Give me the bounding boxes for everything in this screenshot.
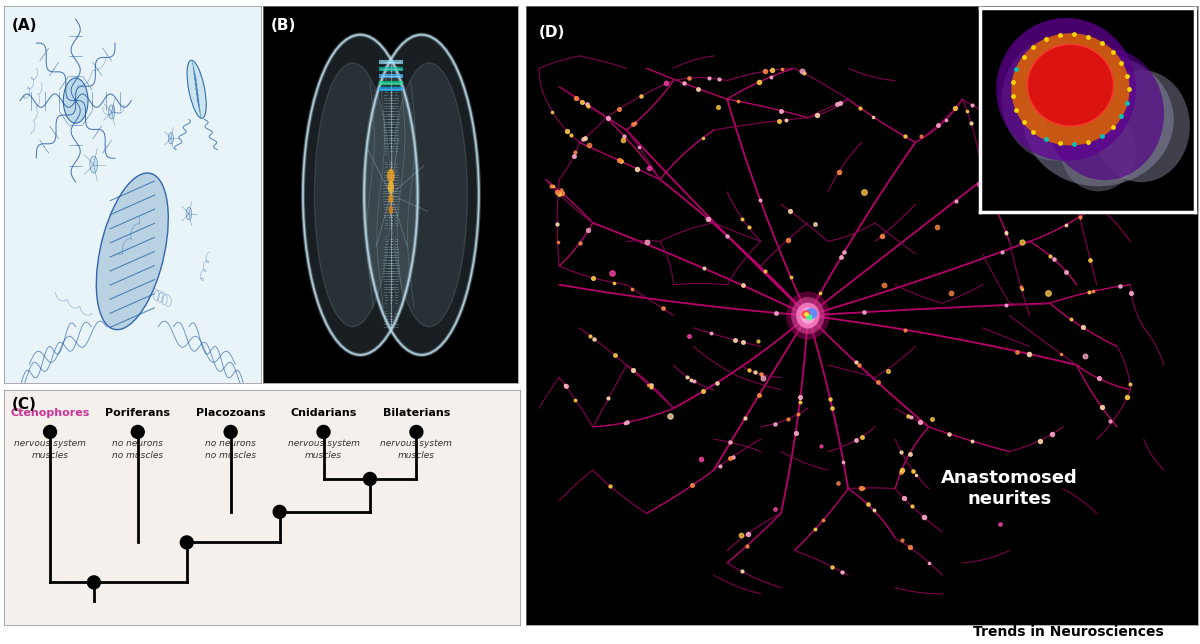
Ellipse shape [791,297,824,334]
Ellipse shape [391,63,468,327]
Text: (C): (C) [11,397,36,412]
Text: (A): (A) [11,18,37,33]
Text: Ctenophores: Ctenophores [11,408,90,418]
Ellipse shape [364,473,377,486]
Polygon shape [4,6,262,383]
Ellipse shape [364,35,479,355]
Ellipse shape [180,536,193,549]
Ellipse shape [1024,53,1174,186]
Text: Bilaterians: Bilaterians [383,408,450,418]
Ellipse shape [90,156,97,173]
Ellipse shape [88,576,101,589]
Ellipse shape [1002,39,1109,161]
Ellipse shape [802,310,810,319]
Ellipse shape [314,63,391,327]
Ellipse shape [187,61,206,118]
Text: nervous system
muscles: nervous system muscles [380,439,452,460]
Ellipse shape [996,18,1136,161]
Ellipse shape [168,133,174,144]
Ellipse shape [186,207,192,220]
Ellipse shape [805,308,817,319]
Text: (B): (B) [271,18,296,33]
Ellipse shape [796,303,820,328]
Ellipse shape [302,35,418,355]
Text: no neurons
no muscles: no neurons no muscles [205,439,257,460]
Ellipse shape [388,181,394,193]
Ellipse shape [131,426,144,439]
Ellipse shape [389,205,394,214]
Text: no neurons
no muscles: no neurons no muscles [112,439,163,460]
Text: Poriferans: Poriferans [106,408,170,418]
Ellipse shape [1012,33,1129,146]
Ellipse shape [224,426,238,439]
Ellipse shape [1093,70,1190,182]
Ellipse shape [1027,44,1114,126]
Ellipse shape [806,314,812,321]
Ellipse shape [43,426,56,439]
Ellipse shape [1061,109,1136,191]
Text: Placozoans: Placozoans [196,408,265,418]
Ellipse shape [388,169,395,184]
Ellipse shape [389,194,394,204]
Text: Cnidarians: Cnidarians [290,408,356,418]
Text: nervous system
muscles: nervous system muscles [288,439,360,460]
Text: (D): (D) [539,25,565,40]
Ellipse shape [1045,48,1164,180]
Ellipse shape [804,312,809,316]
Text: nervous system
muscles: nervous system muscles [14,439,86,460]
Text: Anastomosed
neurites: Anastomosed neurites [941,469,1078,508]
Ellipse shape [410,426,422,439]
Ellipse shape [108,105,115,119]
Ellipse shape [800,307,815,324]
Text: Trends in Neurosciences: Trends in Neurosciences [973,625,1164,639]
Ellipse shape [274,506,286,518]
Ellipse shape [786,292,829,339]
Ellipse shape [317,426,330,439]
Ellipse shape [64,78,88,123]
Ellipse shape [96,173,168,330]
